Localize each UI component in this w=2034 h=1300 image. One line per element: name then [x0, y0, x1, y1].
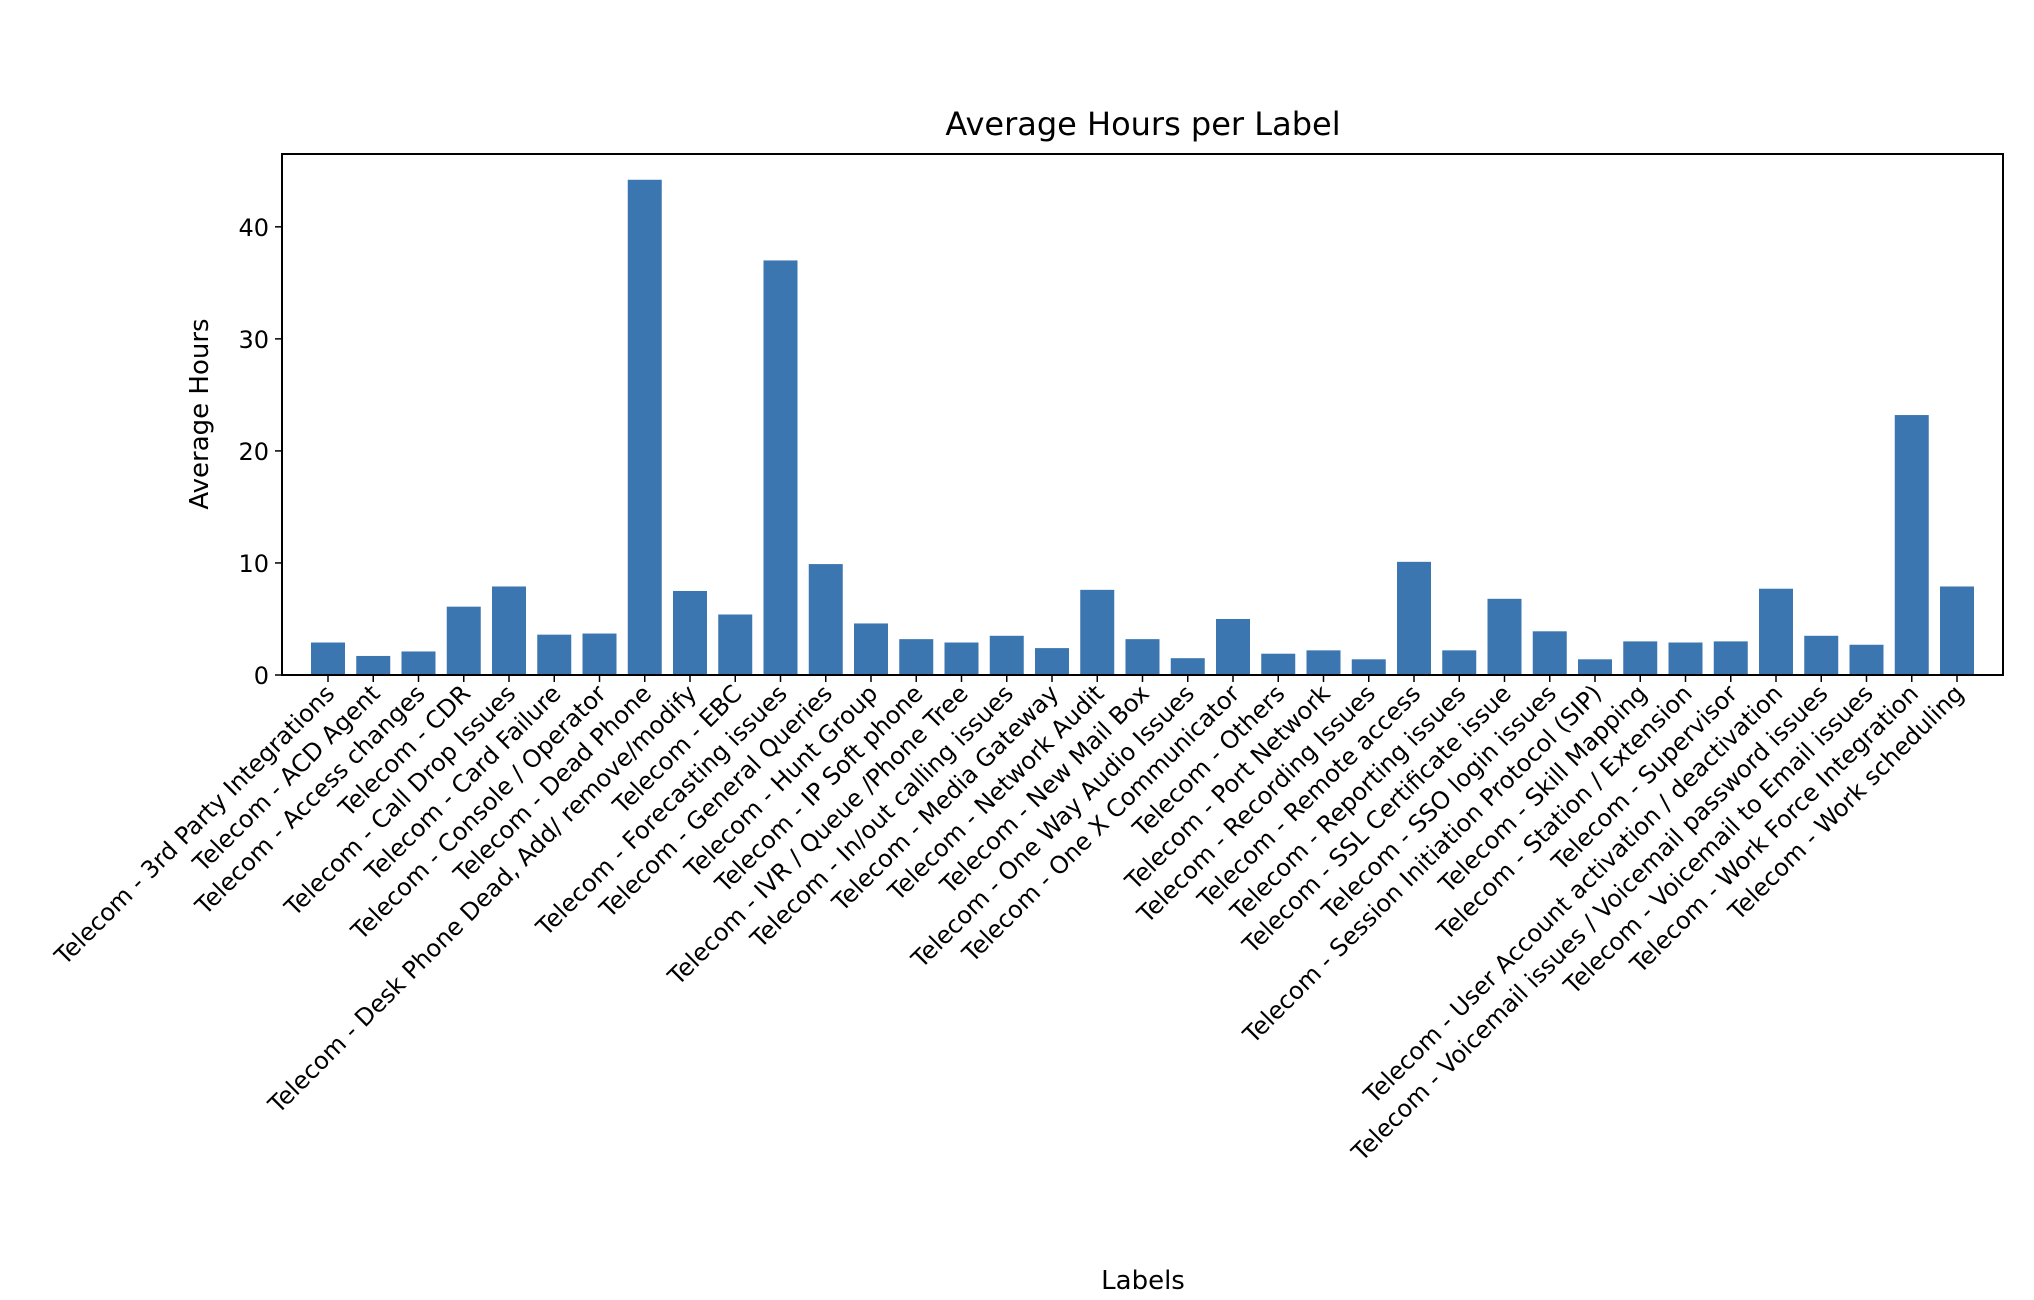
bar [1940, 586, 1974, 675]
bar [1306, 650, 1341, 675]
bar [1125, 639, 1160, 675]
plot-frame [281, 153, 2004, 676]
bar [446, 606, 481, 675]
bar [1713, 641, 1748, 675]
bar [989, 635, 1024, 675]
bar [1035, 648, 1069, 675]
bar [1261, 653, 1296, 675]
x-axis-label: Labels [1101, 1266, 1185, 1296]
bar [1668, 642, 1703, 675]
bar [537, 634, 572, 675]
bar [808, 564, 843, 675]
y-tick-label: 30 [238, 326, 269, 354]
bar [1623, 641, 1658, 675]
bar [1080, 589, 1115, 675]
bar [944, 642, 979, 675]
bar [1532, 631, 1567, 675]
bar [356, 655, 391, 675]
y-tick-label: 40 [238, 214, 269, 242]
y-axis-label: Average Hours [185, 318, 215, 509]
bar [1397, 561, 1431, 675]
bar [718, 614, 753, 675]
y-tick-label: 10 [238, 550, 269, 578]
bar [1578, 659, 1612, 675]
bars-layer [311, 179, 1974, 675]
bar [763, 260, 798, 675]
bar [401, 651, 436, 675]
bar [854, 623, 888, 675]
bar [899, 639, 934, 675]
bar [1216, 618, 1250, 675]
y-tick-label: 0 [254, 662, 269, 690]
bar [1351, 659, 1386, 675]
bar [582, 633, 617, 675]
bar [1759, 588, 1793, 675]
bar [1804, 635, 1839, 675]
bar [673, 590, 707, 675]
bar [311, 642, 345, 675]
chart-title: Average Hours per Label [945, 105, 1340, 143]
bar [627, 179, 662, 675]
bar [1849, 644, 1884, 675]
y-axis: 0 10 20 30 40 [238, 214, 282, 690]
bar [1170, 658, 1205, 675]
y-tick-label: 20 [238, 438, 269, 466]
x-axis: Telecom - 3rd Party IntegrationsTelecom … [49, 675, 1969, 1167]
bar [492, 586, 526, 675]
bar [1487, 598, 1522, 675]
bar [1894, 415, 1929, 675]
bar [1442, 650, 1477, 675]
